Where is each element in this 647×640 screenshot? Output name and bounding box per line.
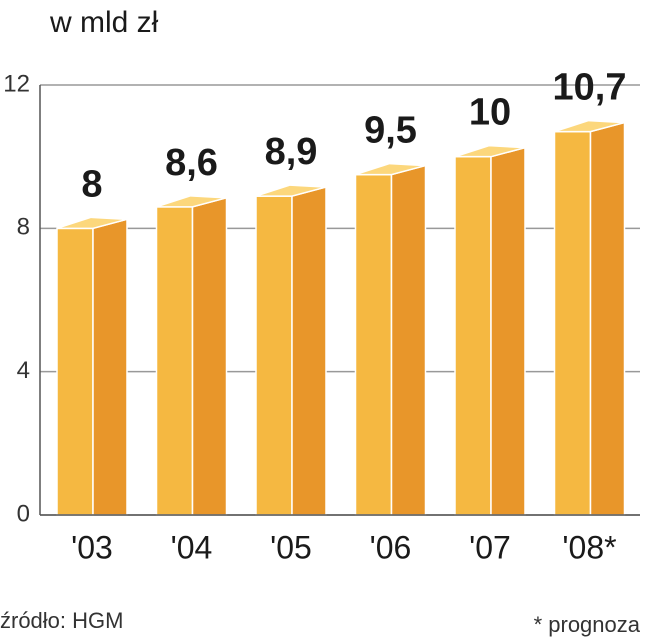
bar (155, 195, 228, 516)
bar (56, 216, 128, 516)
value-label: 8,9 (265, 131, 318, 173)
y-tick-label: 12 (3, 70, 30, 97)
value-label: 10 (469, 92, 511, 134)
bar (255, 184, 327, 516)
x-tick-label: '06 (370, 529, 412, 565)
bar (553, 119, 626, 516)
x-tick-label: '08* (562, 529, 616, 565)
x-tick-label: '03 (71, 529, 113, 565)
value-label: 8 (81, 163, 102, 205)
x-tick-label: '05 (270, 529, 312, 565)
value-label: 8,6 (165, 142, 218, 184)
note: * prognoza (534, 612, 641, 637)
y-tick-label: 4 (17, 357, 30, 384)
source: źródło: HGM (0, 608, 123, 633)
bar (354, 162, 427, 516)
x-tick-label: '04 (171, 529, 213, 565)
bar (454, 144, 526, 516)
x-tick-label: '07 (469, 529, 511, 565)
chart-title: w mld zł (49, 6, 159, 39)
value-label: 9,5 (364, 110, 417, 152)
y-tick-label: 8 (17, 214, 30, 241)
value-label: 10,7 (553, 67, 627, 109)
y-tick-label: 0 (17, 500, 30, 527)
